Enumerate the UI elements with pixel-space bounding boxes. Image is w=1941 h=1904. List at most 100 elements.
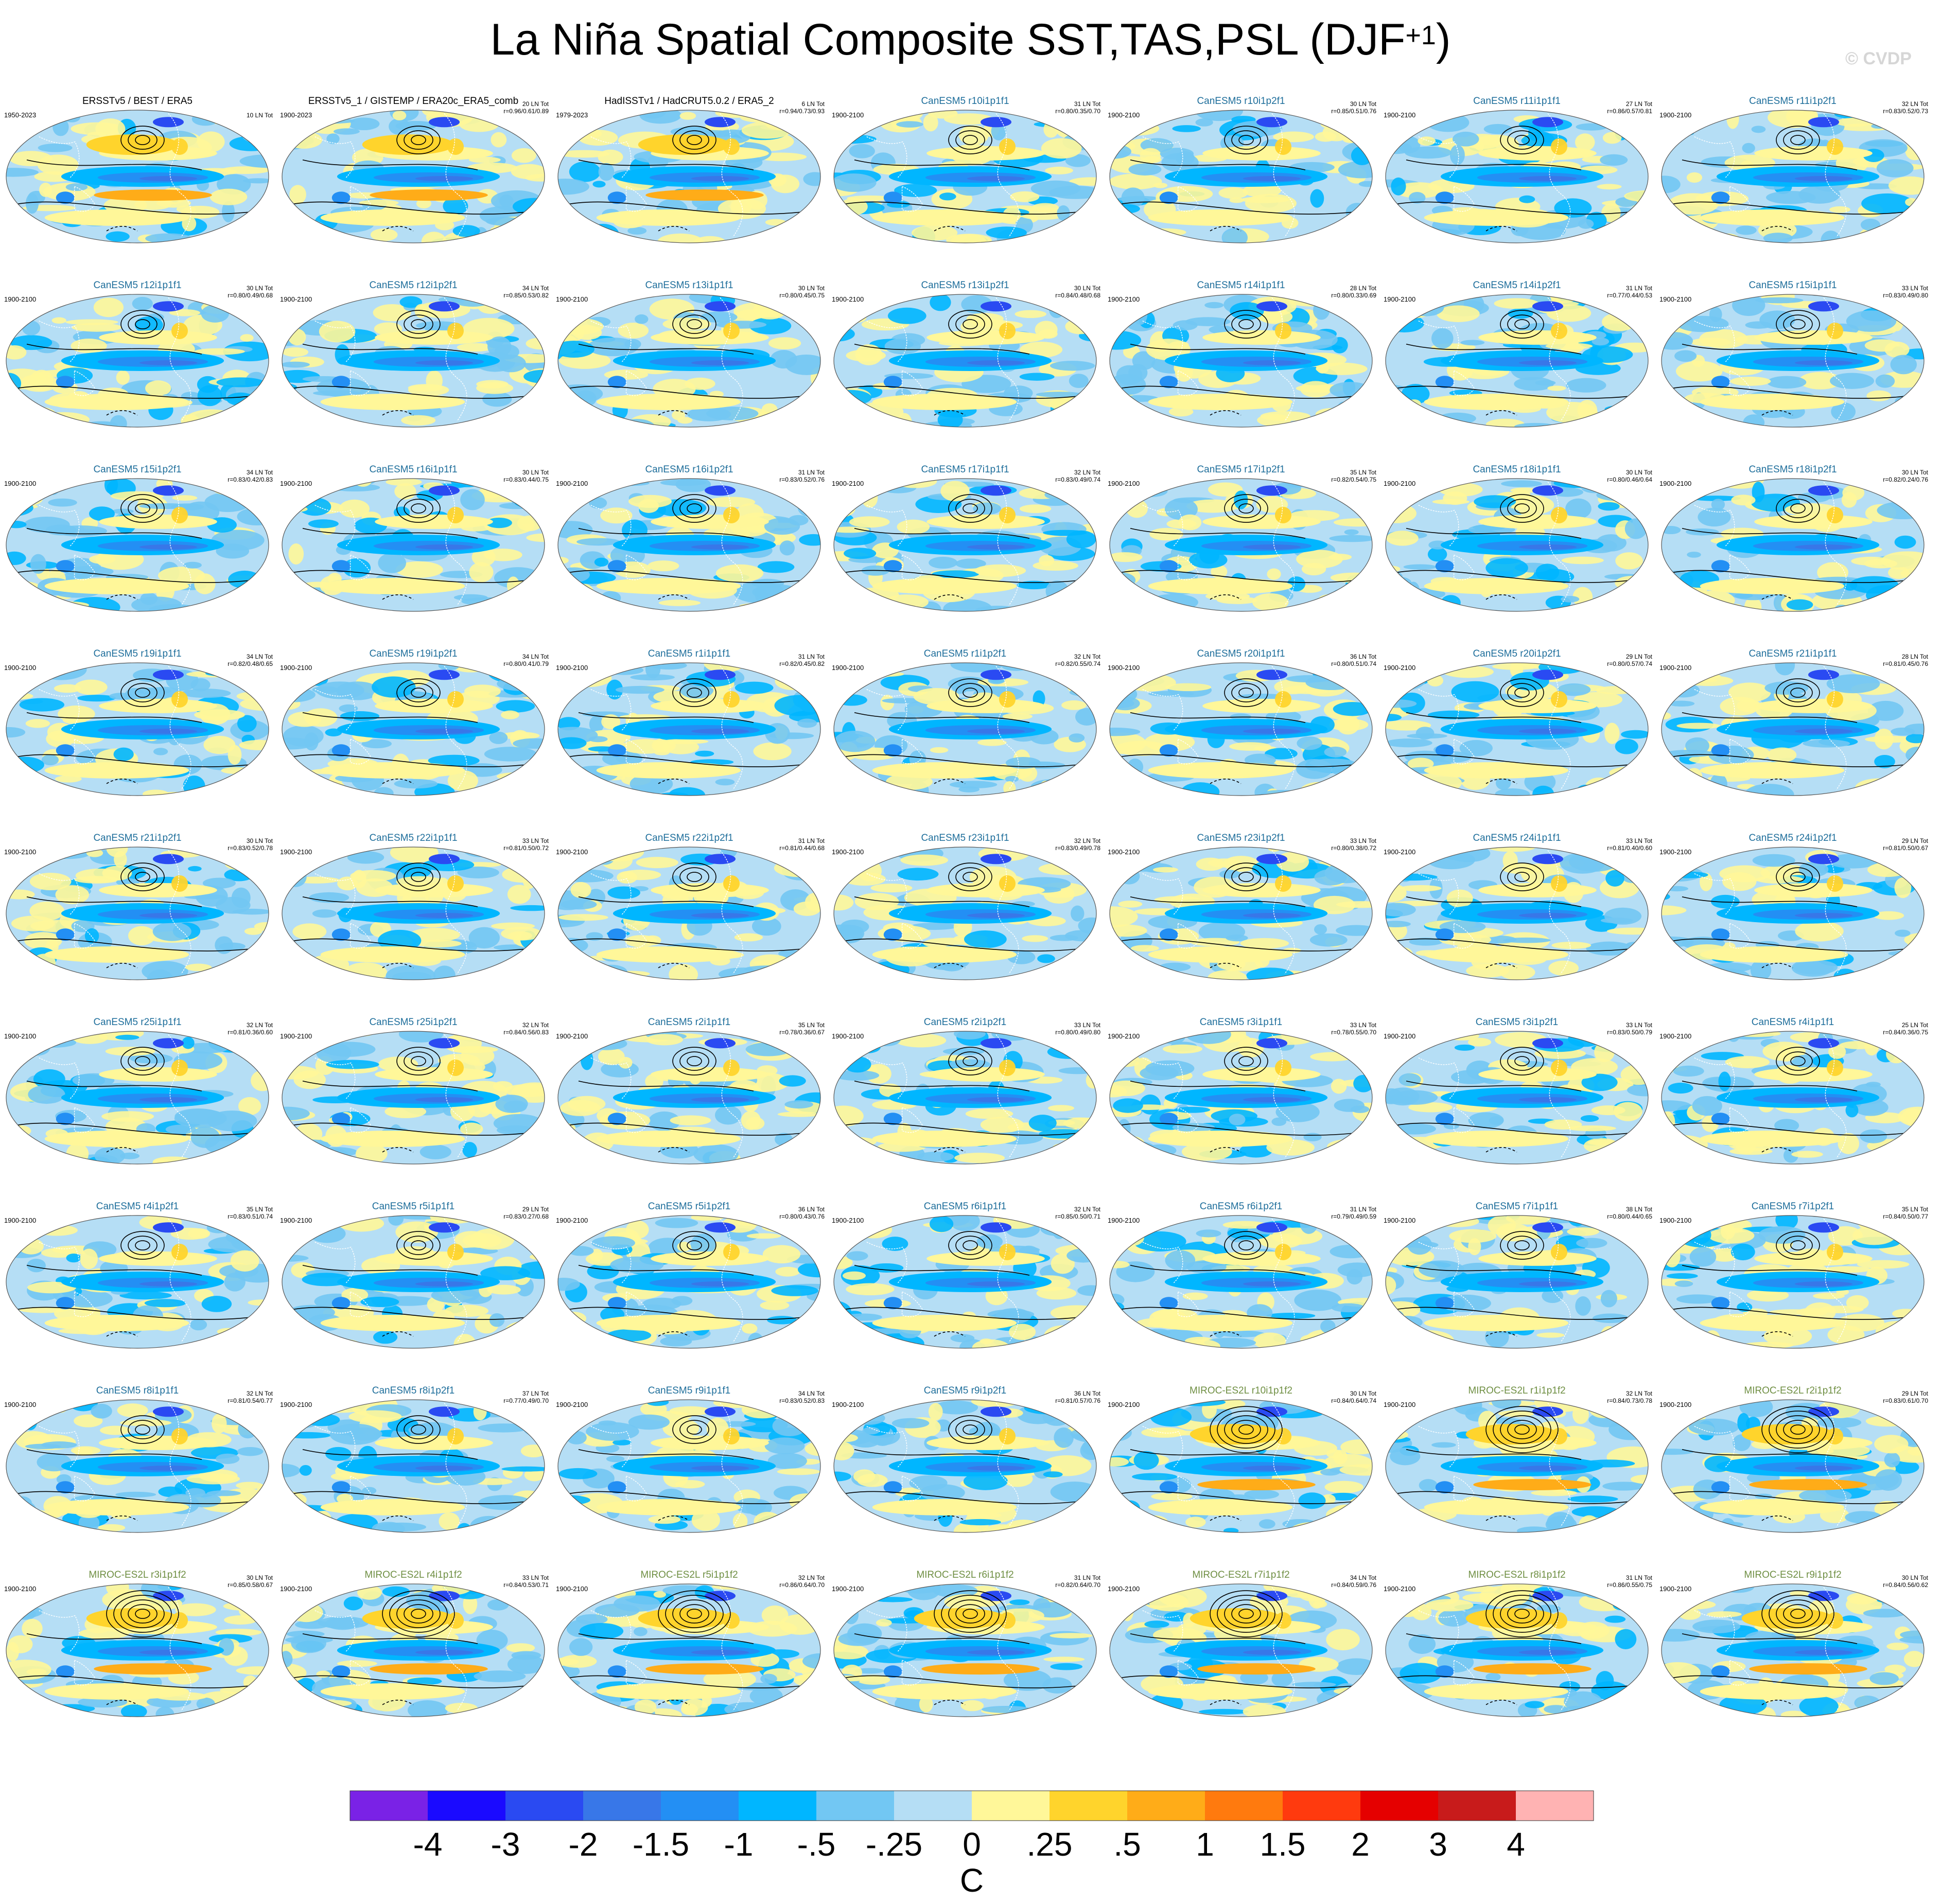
panel-pattern-correlation: r=0.77/0.44/0.53: [1607, 292, 1652, 299]
panel-title: CanESM5 r3i1p1f1: [1200, 1017, 1283, 1028]
panel-title: CanESM5 r1i1p1f1: [648, 648, 731, 659]
panel-event-count: 30 LN Tot: [1074, 285, 1101, 292]
map-outline: [1661, 1399, 1925, 1533]
panel-period: 1900-2100: [1108, 111, 1140, 119]
map-outline: [6, 1215, 269, 1349]
map-outline: [282, 478, 545, 612]
map-outline: [557, 1583, 821, 1717]
panel-title: CanESM5 r20i1p2f1: [1473, 648, 1561, 659]
map-panel: CanESM5 r20i1p1f1 1900-2100 36 LN Totr=0.8…: [1108, 648, 1377, 796]
map-outline: [282, 110, 545, 243]
panel-pattern-correlation: r=0.81/0.50/0.72: [503, 844, 549, 852]
panel-title: MIROC-ES2L r8i1p1f2: [1468, 1570, 1565, 1580]
map-field: [1110, 1031, 1372, 1164]
panel-event-count: 32 LN Tot: [1074, 653, 1101, 660]
map-outline: [1385, 1583, 1649, 1717]
panel-period: 1900-2100: [280, 848, 312, 856]
map-panel: CanESM5 r14i1p2f1 1900-2100 31 LN Totr=0.7…: [1384, 280, 1653, 428]
map-panel: CanESM5 r1i1p2f1 1900-2100 32 LN Totr=0.82…: [832, 648, 1101, 796]
map-outline: [833, 1215, 1097, 1349]
map-outline: [833, 1583, 1097, 1717]
panel-event-count: 29 LN Tot: [1626, 653, 1653, 660]
map-field: [1110, 1400, 1372, 1532]
panel-event-count: 29 LN Tot: [522, 1206, 549, 1213]
panel-period: 1900-2100: [1108, 1401, 1140, 1408]
map-field: [834, 847, 1096, 980]
panel-period: 1900-2100: [1659, 111, 1691, 119]
panel-period: 1900-2100: [280, 1032, 312, 1040]
panel-pattern-correlation: r=0.80/0.45/0.75: [779, 292, 825, 299]
map-outline: [833, 662, 1097, 796]
map-field: [834, 479, 1096, 611]
panel-title: CanESM5 r15i1p1f1: [1748, 280, 1837, 291]
map-field: [6, 1400, 269, 1532]
panel-event-count: 28 LN Tot: [1350, 285, 1377, 292]
panel-pattern-correlation: r=0.83/0.52/0.83: [779, 1397, 825, 1404]
panel-pattern-correlation: r=0.84/0.59/0.76: [1331, 1581, 1376, 1589]
panel-event-count: 33 LN Tot: [1626, 837, 1653, 844]
map-outline: [833, 110, 1097, 243]
map-field: [282, 294, 545, 427]
map-outline: [557, 294, 821, 428]
panel-period: 1900-2100: [1659, 1585, 1691, 1593]
map-field: [1110, 294, 1372, 427]
panel-event-count: 29 LN Tot: [1902, 837, 1929, 844]
map-panel: CanESM5 r16i1p2f1 1900-2100 31 LN Totr=0.8…: [556, 464, 825, 612]
panel-title: CanESM5 r11i1p1f1: [1473, 96, 1561, 107]
colorbar-tick-label: 1: [1196, 1826, 1214, 1863]
panel-title: CanESM5 r17i1p1f1: [921, 464, 1009, 475]
panel-title: CanESM5 r25i1p1f1: [93, 1017, 181, 1028]
panel-pattern-correlation: r=0.83/0.61/0.70: [1883, 1397, 1928, 1404]
map-field: [558, 1584, 820, 1717]
panel-pattern-correlation: r=0.85/0.53/0.82: [503, 292, 549, 299]
title-close: ): [1436, 15, 1451, 64]
map-field: [1662, 294, 1924, 427]
map-field: [282, 663, 545, 796]
panel-pattern-correlation: r=0.84/0.64/0.74: [1331, 1397, 1376, 1404]
map-panel: HadISSTv1 / HadCRUT5.0.2 / ERA5_2 1979-20…: [556, 96, 825, 243]
map-field: [558, 294, 820, 427]
panel-period: 1900-2100: [556, 1032, 588, 1040]
map-field: [282, 1400, 545, 1532]
panel-pattern-correlation: r=0.96/0.61/0.89: [503, 108, 549, 115]
map-panel: CanESM5 r10i1p1f1 1900-2100 31 LN Totr=0.8…: [832, 96, 1101, 243]
map-outline: [1385, 1031, 1649, 1165]
panel-period: 1900-2100: [1384, 111, 1415, 119]
map-field: [282, 479, 545, 611]
map-outline: [282, 1031, 545, 1165]
panel-period: 1900-2100: [1384, 1032, 1415, 1040]
panel-title: CanESM5 r10i1p2f1: [1197, 96, 1285, 107]
map-outline: [833, 847, 1097, 980]
panel-event-count: 34 LN Tot: [247, 469, 273, 476]
panel-period: 1900-2100: [832, 111, 864, 119]
map-outline: [1385, 478, 1649, 612]
panel-title: CanESM5 r12i1p2f1: [369, 280, 457, 291]
map-outline: [1661, 1583, 1925, 1717]
panel-period: 1900-2100: [832, 1585, 864, 1593]
panel-title: CanESM5 r6i1p1f1: [924, 1201, 1007, 1212]
map-field: [1386, 1215, 1648, 1348]
colorbar-bin: [1127, 1791, 1205, 1821]
map-outline: [833, 294, 1097, 428]
panel-pattern-correlation: r=0.80/0.35/0.70: [1055, 108, 1100, 115]
panel-title: CanESM5 r15i1p2f1: [93, 464, 181, 475]
map-field: [1110, 479, 1372, 611]
colorbar-bin: [661, 1791, 739, 1821]
panel-event-count: 35 LN Tot: [1902, 1206, 1929, 1213]
map-panel: CanESM5 r3i1p2f1 1900-2100 33 LN Totr=0.83…: [1384, 1017, 1653, 1165]
colorbar-bin: [1360, 1791, 1438, 1821]
panel-title: MIROC-ES2L r6i1p1f2: [916, 1570, 1013, 1580]
panel-pattern-correlation: r=0.78/0.55/0.70: [1331, 1029, 1376, 1036]
map-panel: CanESM5 r17i1p2f1 1900-2100 35 LN Totr=0.8…: [1108, 464, 1377, 612]
panel-title: CanESM5 r12i1p1f1: [93, 280, 181, 291]
map-field: [1386, 479, 1648, 611]
panel-title: MIROC-ES2L r7i1p1f2: [1192, 1570, 1289, 1580]
panel-period: 1979-2023: [556, 111, 588, 119]
panel-event-count: 32 LN Tot: [247, 1390, 273, 1397]
panel-pattern-correlation: r=0.80/0.46/0.64: [1607, 476, 1652, 483]
panel-period: 1900-2100: [556, 664, 588, 672]
panel-title: MIROC-ES2L r1i1p1f2: [1468, 1385, 1565, 1396]
map-field: [6, 1031, 269, 1164]
panel-title: CanESM5 r21i1p2f1: [93, 833, 181, 843]
